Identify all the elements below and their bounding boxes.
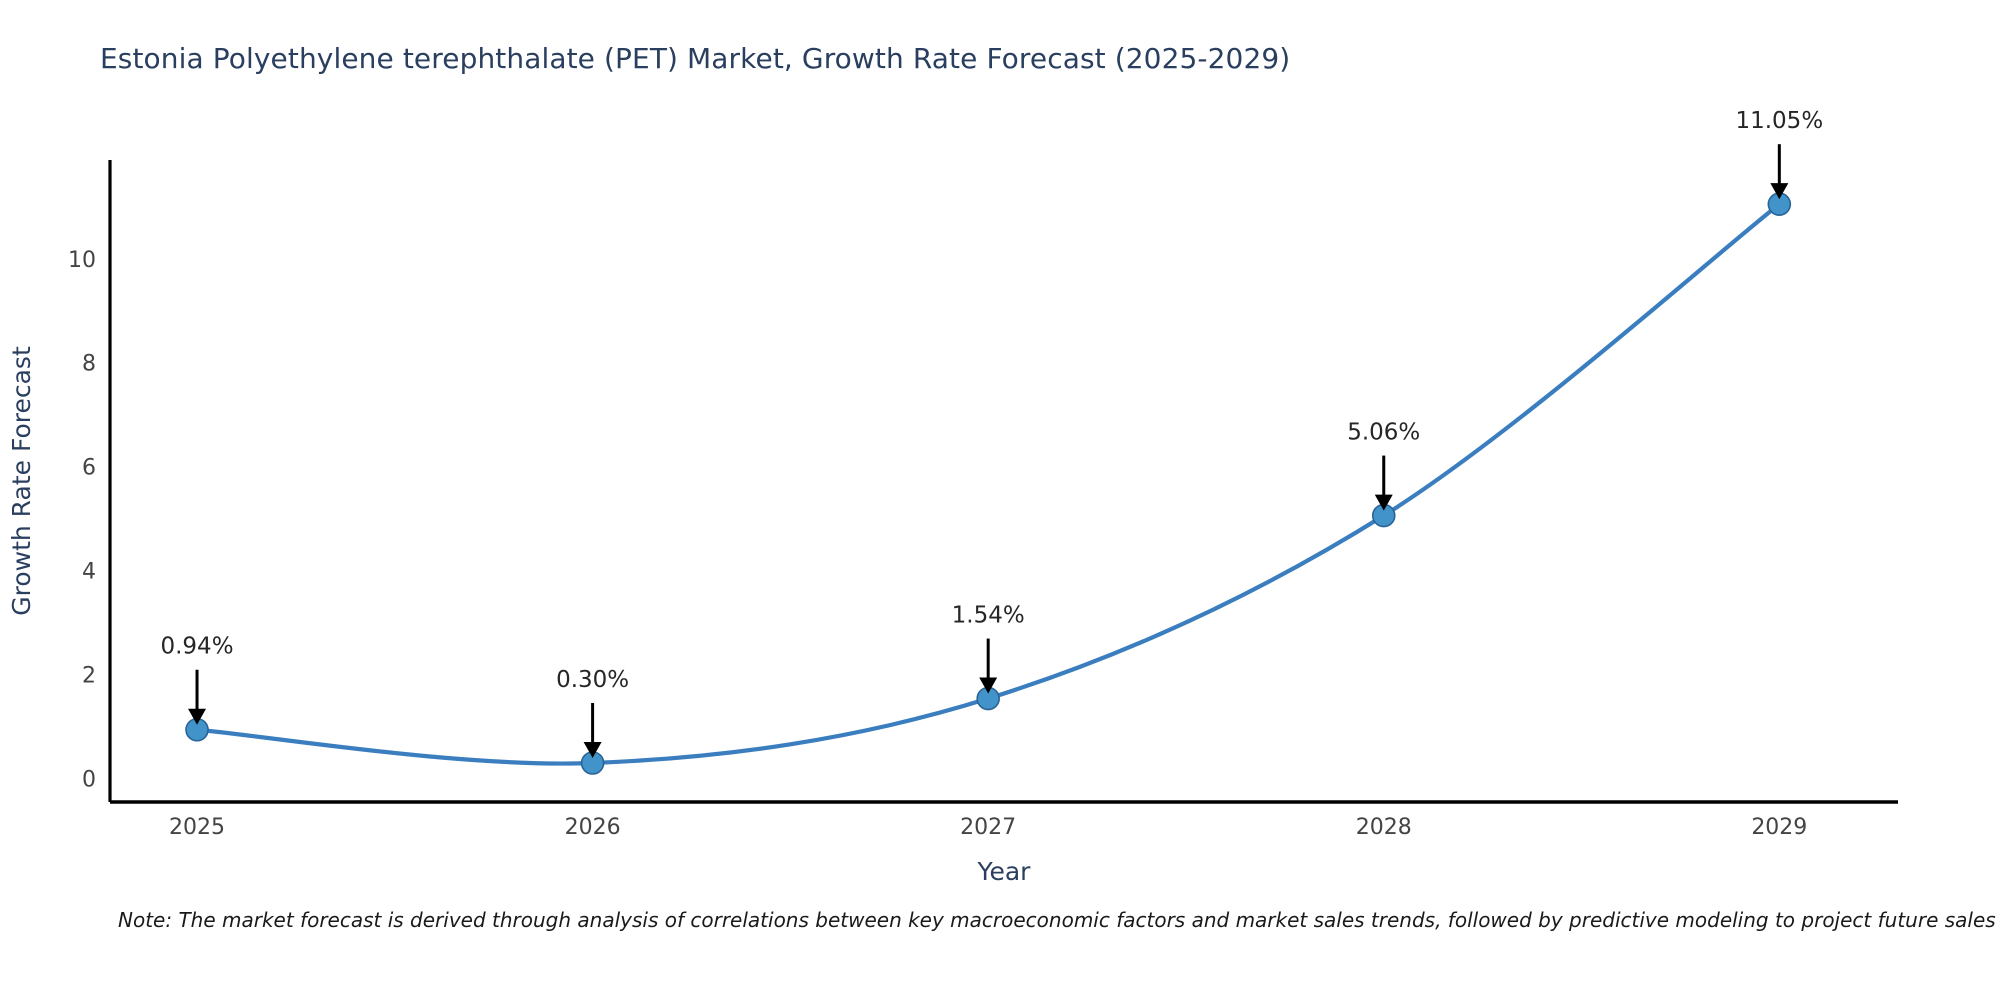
x-axis-tick-label: 2026 [565,815,621,840]
annotation-arrow-head [583,742,602,759]
data-point-label: 0.30% [556,667,629,693]
annotation-arrow-head [1374,494,1393,511]
axes-group: 0 2 4 6 8 10 2025 2026 2027 2028 2029 Year Growth Ra… [7,160,1898,886]
y-axis-tick-label: 8 [82,352,96,377]
data-point-label: 5.06% [1347,420,1420,446]
x-axis-tick-label: 2029 [1751,815,1807,840]
data-point-label: 0.94% [160,634,233,660]
annotation-arrow-head [1770,183,1789,200]
y-axis-tick-label: 0 [82,768,96,793]
x-axis-tick-label: 2027 [960,815,1016,840]
annotation-arrow-head [188,708,207,725]
data-point-label: 1.54% [952,603,1025,629]
x-axis-title: Year [977,857,1032,886]
y-axis-tick-label: 2 [82,664,96,689]
y-axis-tick-label: 10 [68,248,96,273]
footnote-note: Note: The market forecast is derived thr… [118,908,1996,932]
annotations-group: 0.94% 0.30% 1.54% 5.06% 11.05% [160,108,1823,759]
y-axis-title: Growth Rate Forecast [7,346,36,616]
x-axis-tick-label: 2028 [1356,815,1412,840]
data-series-group [185,192,1792,775]
page-title: Estonia Polyethylene terephthalate (PET)… [100,42,1291,75]
data-point-label: 11.05% [1735,108,1823,134]
x-axis-tick-label: 2025 [169,815,225,840]
annotation-arrow-head [979,677,998,694]
y-axis-tick-label: 6 [82,456,96,481]
y-axis-tick-label: 4 [82,560,96,585]
